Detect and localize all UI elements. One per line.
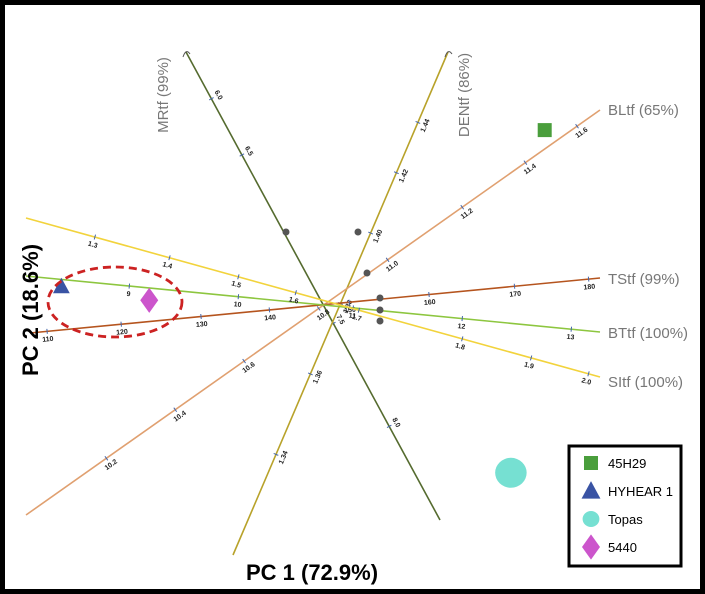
tick-label: 6.0: [213, 89, 224, 101]
axis-name-bttf: BTtf (100%): [608, 325, 688, 342]
tick-mark: [386, 424, 392, 429]
tick-label: 110: [42, 336, 54, 344]
centroid-dot: [376, 317, 384, 325]
tick-mark: [357, 307, 361, 313]
tick-label: 1.36: [312, 370, 324, 385]
tick-label: 13: [566, 334, 575, 342]
centroid-dot: [376, 306, 384, 314]
tick-label: 10: [233, 301, 242, 309]
tick-mark: [385, 257, 390, 263]
tick-mark: [523, 160, 528, 165]
point-5440: [140, 287, 159, 313]
tick-mark: [575, 123, 579, 129]
x-axis-label: PC 1 (72.9%): [246, 560, 378, 585]
tick-label: 1.9: [523, 361, 534, 370]
axis-name-sitf: SItf (100%): [608, 374, 683, 391]
tick-mark: [294, 290, 297, 296]
tick-label: 160: [424, 299, 436, 307]
centroid-dot: [376, 294, 384, 302]
legend-marker-topas: [582, 511, 600, 527]
tick-mark: [307, 372, 313, 376]
tick-mark: [168, 255, 171, 261]
tick-label: 1.4: [162, 261, 173, 270]
legend-marker-45h29: [584, 456, 598, 470]
centroid-dots: [282, 228, 384, 325]
group-highlight-circle: [46, 265, 184, 339]
axis-name-dentf: DENtf (86%): [456, 53, 473, 137]
point-topas: [495, 457, 527, 488]
axis-end-hook: [444, 51, 453, 58]
legend-label-45h29: 45H29: [608, 456, 646, 471]
tick-mark: [242, 358, 246, 364]
point-45h29: [537, 123, 552, 138]
tick-label: 180: [583, 284, 595, 292]
tick-label: 1.40: [373, 229, 385, 244]
axis-tstf: 180 170 160 150 140 130 120 110 TStf (99%): [29, 271, 680, 344]
axis-name-bltf: BLtf (65%): [608, 102, 679, 119]
axis-bttf: 13 12 11 10 9 BTtf (100%): [25, 275, 688, 342]
legend-marker-5440: [582, 534, 600, 560]
tick-mark: [393, 171, 399, 175]
tick-label: 150: [344, 307, 356, 315]
tick-label: 1.7: [351, 314, 362, 323]
centroid-dot: [363, 269, 371, 277]
tick-label: 12: [457, 323, 466, 331]
tick-label: 130: [196, 321, 208, 329]
axis-mrtf: 8.0 7.5 6.5 6.0 MRtf (99%): [155, 51, 441, 521]
centroid-dot: [282, 228, 290, 236]
axis-sitf: 2.0 1.9 1.8 1.7 1.6 1.5 1.4 1.3 SItf (100%): [25, 217, 683, 391]
axis-end-hook: [182, 51, 191, 58]
tick-mark: [93, 234, 97, 240]
tick-label: 140: [264, 314, 276, 322]
tick-mark: [173, 407, 178, 413]
tick-mark: [273, 452, 279, 456]
tick-mark: [587, 371, 590, 377]
tick-mark: [415, 120, 421, 124]
tick-label: 11: [348, 313, 356, 321]
data-points: [52, 123, 552, 488]
tick-mark: [104, 455, 109, 461]
tick-label: 120: [116, 329, 128, 337]
tick-label: 1.44: [420, 118, 432, 133]
tick-label: 7.5: [335, 314, 346, 326]
point-hyhear-1: [52, 277, 70, 294]
tick-mark: [237, 274, 240, 280]
tick-mark: [461, 336, 464, 342]
axis-name-mrtf: MRtf (99%): [155, 57, 172, 133]
tick-mark: [316, 306, 321, 311]
legend-marker-hyhear-1: [581, 481, 601, 499]
tick-label: 1.5: [230, 280, 241, 289]
legend: 45H29 HYHEAR 1 Topas 5440: [567, 444, 683, 568]
axis-line-tstf: [29, 277, 601, 334]
tick-label: 1.34: [278, 450, 290, 465]
axis-line-bltf: [25, 109, 601, 516]
tick-mark: [239, 153, 245, 157]
axis-line-mrtf: [185, 51, 441, 521]
tick-mark: [368, 231, 374, 235]
axis-line-bttf: [25, 275, 601, 333]
tick-mark: [208, 97, 214, 101]
tick-label: 8.0: [390, 417, 401, 429]
tick-label: 1.8: [454, 342, 465, 351]
tick-label: 1.3: [87, 241, 98, 250]
tick-mark: [460, 204, 465, 210]
y-axis-label: PC 2 (18.6%): [18, 244, 43, 376]
axis-line-sitf: [25, 217, 601, 378]
tick-label: 6.5: [243, 145, 254, 157]
legend-label-hyhear-1: HYHEAR 1: [608, 484, 673, 499]
centroid-dot: [354, 228, 362, 236]
tick-label: 2.0: [581, 377, 592, 386]
tick-label: 1.42: [398, 168, 410, 183]
tick-mark: [529, 355, 533, 361]
axis-name-tstf: TStf (99%): [608, 271, 680, 288]
legend-label-topas: Topas: [608, 512, 643, 527]
tick-label: 1.6: [288, 296, 299, 305]
tick-label: 9: [126, 291, 131, 298]
tick-label: 170: [509, 291, 521, 299]
legend-label-5440: 5440: [608, 540, 637, 555]
